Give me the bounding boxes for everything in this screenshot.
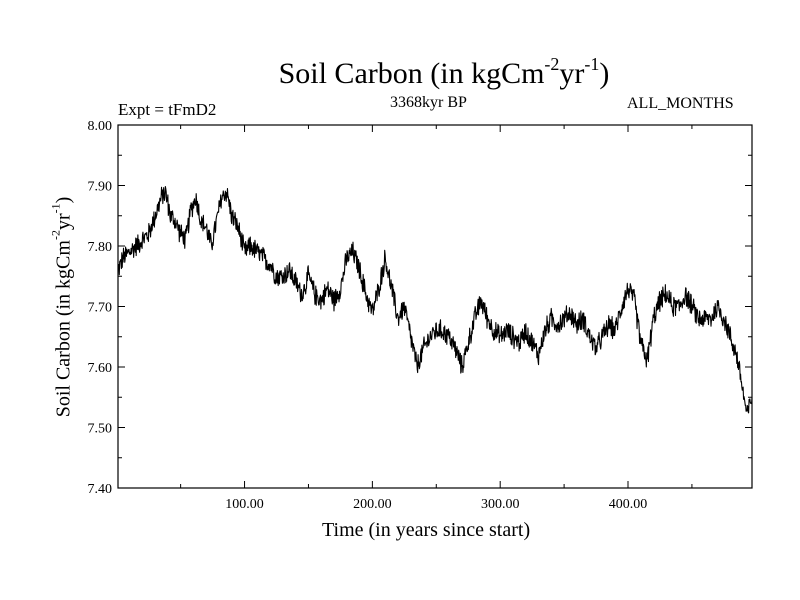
x-tick-label: 300.00	[481, 497, 520, 512]
x-tick-label: 400.00	[609, 497, 648, 512]
ticks-layer: 7.40 7.50 7.60 7.70 7.80 7.90 8.00 100.00 200.00…	[88, 119, 752, 512]
plot-frame	[117, 124, 753, 489]
experiment-label: Expt = tFmD2	[118, 100, 217, 119]
series-layer	[117, 185, 753, 414]
y-tick-label: 8.00	[88, 119, 113, 134]
x-axis-label: Time (in years since start)	[322, 519, 531, 541]
x-tick-label: 100.00	[225, 497, 264, 512]
chart-title: Soil Carbon (in kgCm-2yr-1)	[278, 54, 610, 90]
y-tick-label: 7.70	[88, 301, 113, 316]
months-label: ALL_MONTHS	[627, 95, 734, 112]
y-tick-label: 7.60	[88, 361, 113, 376]
y-tick-label: 7.50	[88, 422, 113, 437]
chart-subtitle: 3368kyr BP	[390, 94, 467, 111]
y-tick-label: 7.40	[88, 482, 113, 497]
y-tick-label: 7.80	[88, 240, 113, 255]
series-line-soil-carbon	[117, 185, 753, 414]
y-tick-label: 7.90	[88, 180, 113, 195]
y-axis-label: Soil Carbon (in kgCm-2yr-1)	[48, 196, 75, 418]
x-tick-label: 200.00	[353, 497, 392, 512]
